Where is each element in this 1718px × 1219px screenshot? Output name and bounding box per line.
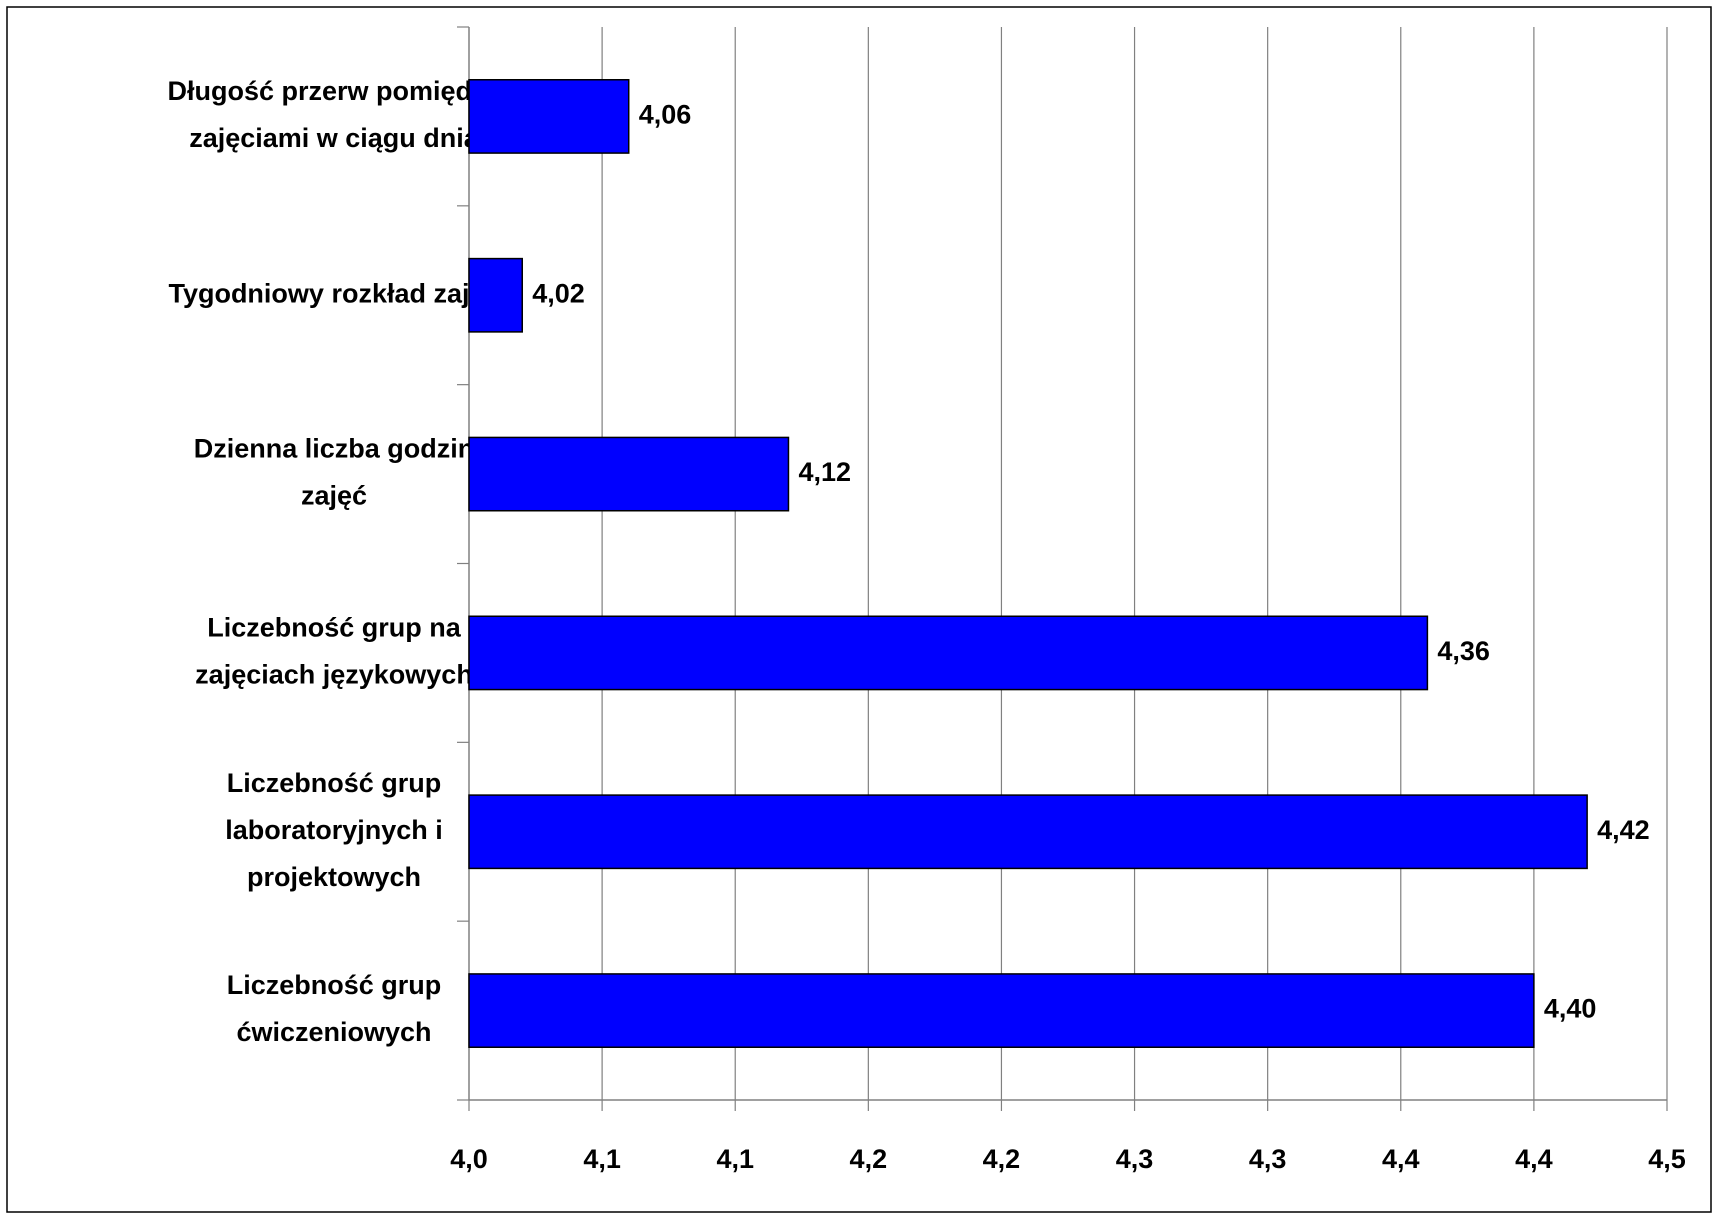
bar [468,615,1429,691]
y-tick-label: laboratoryjnych i [225,815,443,845]
y-tick-label: Długość przerw pomiędzy [167,76,500,106]
x-tick-label: 4,2 [850,1144,888,1174]
x-tick-label: 4,4 [1382,1144,1420,1174]
y-tick-label: zajęć [301,481,367,511]
bar [468,794,1588,870]
value-label: 4,42 [1597,815,1650,845]
x-tick-label: 4,1 [583,1144,621,1174]
bar [468,79,630,154]
y-tick-label: Tygodniowy rozkład zajęć [168,278,499,308]
y-tick-label: Liczebność grup [227,768,442,798]
bar [468,257,523,333]
x-tick-label: 4,3 [1249,1144,1287,1174]
bar [468,436,790,512]
x-tick-label: 4,2 [983,1144,1021,1174]
y-tick-label: ćwiczeniowych [236,1017,431,1047]
y-tick-label: zajęciami w ciągu dnia [189,123,480,153]
y-tick-label: Dzienna liczba godzin [194,434,475,464]
value-label: 4,36 [1437,636,1490,666]
y-tick-label: projektowych [247,862,421,892]
value-label: 4,02 [532,278,585,308]
x-tick-label: 4,3 [1116,1144,1154,1174]
value-label: 4,06 [639,100,692,130]
value-label: 4,40 [1544,994,1597,1024]
x-tick-label: 4,1 [716,1144,754,1174]
y-tick-label: zajęciach językowych [195,660,473,690]
value-label: 4,12 [798,457,851,487]
bar [468,973,1535,1048]
x-tick-label: 4,0 [450,1144,488,1174]
y-tick-label: Liczebność grup na [207,613,462,643]
x-tick-label: 4,4 [1515,1144,1553,1174]
x-tick-label: 4,5 [1648,1144,1686,1174]
y-tick-label: Liczebność grup [227,970,442,1000]
